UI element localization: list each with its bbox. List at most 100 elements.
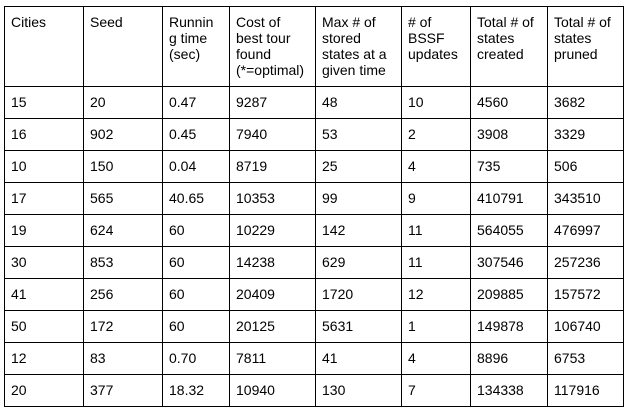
cell-total-states-pruned: 506 — [547, 150, 624, 183]
cell-seed: 853 — [83, 246, 163, 279]
cell-total-states-pruned: 6753 — [547, 342, 624, 375]
cell-seed: 20 — [83, 86, 163, 119]
cell-bssf-updates: 1 — [401, 310, 471, 343]
cell-running-time: 0.45 — [162, 118, 230, 151]
cell-cities: 12 — [4, 342, 84, 375]
cell-bssf-updates: 4 — [401, 342, 471, 375]
cell-running-time: 60 — [162, 246, 230, 279]
cell-seed: 256 — [83, 278, 163, 311]
column-header-seed: Seed — [83, 6, 163, 87]
cell-total-states-created: 209885 — [470, 278, 548, 311]
cell-total-states-pruned: 106740 — [547, 310, 624, 343]
cell-total-states-created: 410791 — [470, 182, 548, 215]
cell-total-states-created: 307546 — [470, 246, 548, 279]
cell-best-tour-cost: 8719 — [229, 150, 316, 183]
cell-cities: 50 — [4, 310, 84, 343]
column-header-line: given time — [322, 62, 386, 78]
column-header-line: best tour — [236, 30, 291, 46]
cell-best-tour-cost: 10353 — [229, 182, 316, 215]
column-header-line: Total # of — [477, 14, 534, 30]
cell-max-stored-states: 1720 — [315, 278, 402, 311]
column-header-line: Cities — [11, 14, 47, 30]
table-row: 41 256 60 20409 1720 12 209885 157572 — [4, 278, 624, 311]
column-header-line: (*=optimal) — [236, 62, 305, 78]
table-row: 15 20 0.47 9287 48 10 4560 3682 — [4, 86, 624, 119]
cell-best-tour-cost: 7940 — [229, 118, 316, 151]
cell-bssf-updates: 2 — [401, 118, 471, 151]
table-row: 10 150 0.04 8719 25 4 735 506 — [4, 150, 624, 183]
cell-best-tour-cost: 20125 — [229, 310, 316, 343]
table-header-row: Cities Seed Runnin g time (sec) Cost of best t… — [4, 6, 624, 87]
cell-total-states-created: 3908 — [470, 118, 548, 151]
column-header-line: updates — [408, 46, 458, 62]
cell-max-stored-states: 629 — [315, 246, 402, 279]
cell-total-states-created: 149878 — [470, 310, 548, 343]
column-header-line: found — [236, 46, 272, 62]
cell-max-stored-states: 25 — [315, 150, 402, 183]
cell-seed: 565 — [83, 182, 163, 215]
column-header-line: states — [477, 30, 515, 46]
column-header-best-tour-cost: Cost of best tour found (*=optimal) — [229, 6, 316, 87]
cell-cities: 41 — [4, 278, 84, 311]
cell-best-tour-cost: 7811 — [229, 342, 316, 375]
cell-running-time: 60 — [162, 214, 230, 247]
table-row: 30 853 60 14238 629 11 307546 257236 — [4, 246, 624, 279]
results-table: Cities Seed Runnin g time (sec) Cost of best t… — [4, 6, 624, 407]
cell-cities: 20 — [4, 374, 84, 407]
cell-seed: 83 — [83, 342, 163, 375]
column-header-line: pruned — [554, 46, 598, 62]
cell-best-tour-cost: 10940 — [229, 374, 316, 407]
cell-bssf-updates: 7 — [401, 374, 471, 407]
cell-running-time: 18.32 — [162, 374, 230, 407]
cell-max-stored-states: 41 — [315, 342, 402, 375]
cell-total-states-created: 8896 — [470, 342, 548, 375]
column-header-line: stored — [322, 30, 361, 46]
cell-total-states-pruned: 257236 — [547, 246, 624, 279]
column-header-line: Seed — [90, 14, 123, 30]
cell-total-states-pruned: 117916 — [547, 374, 624, 407]
cell-running-time: 60 — [162, 310, 230, 343]
cell-total-states-created: 4560 — [470, 86, 548, 119]
cell-running-time: 60 — [162, 278, 230, 311]
cell-total-states-created: 564055 — [470, 214, 548, 247]
cell-best-tour-cost: 14238 — [229, 246, 316, 279]
cell-max-stored-states: 142 — [315, 214, 402, 247]
cell-max-stored-states: 130 — [315, 374, 402, 407]
cell-max-stored-states: 99 — [315, 182, 402, 215]
column-header-line: states — [554, 30, 592, 46]
table-row: 16 902 0.45 7940 53 2 3908 3329 — [4, 118, 624, 151]
cell-cities: 10 — [4, 150, 84, 183]
column-header-line: (sec) — [169, 46, 201, 62]
cell-cities: 19 — [4, 214, 84, 247]
column-header-line: BSSF — [408, 30, 445, 46]
column-header-line: Max # of — [322, 14, 376, 30]
cell-total-states-created: 735 — [470, 150, 548, 183]
cell-cities: 30 — [4, 246, 84, 279]
cell-running-time: 0.70 — [162, 342, 230, 375]
cell-bssf-updates: 11 — [401, 214, 471, 247]
cell-total-states-pruned: 476997 — [547, 214, 624, 247]
table-row: 12 83 0.70 7811 41 4 8896 6753 — [4, 342, 624, 375]
cell-max-stored-states: 48 — [315, 86, 402, 119]
cell-total-states-created: 134338 — [470, 374, 548, 407]
cell-bssf-updates: 4 — [401, 150, 471, 183]
column-header-line: states at a — [322, 46, 387, 62]
cell-seed: 624 — [83, 214, 163, 247]
cell-total-states-pruned: 3682 — [547, 86, 624, 119]
column-header-line: Total # of — [554, 14, 611, 30]
cell-running-time: 0.04 — [162, 150, 230, 183]
cell-cities: 15 — [4, 86, 84, 119]
cell-seed: 172 — [83, 310, 163, 343]
cell-bssf-updates: 11 — [401, 246, 471, 279]
column-header-max-stored-states: Max # of stored states at a given time — [315, 6, 402, 87]
column-header-line: Cost of — [236, 14, 281, 30]
cell-total-states-pruned: 3329 — [547, 118, 624, 151]
column-header-bssf-updates: # of BSSF updates — [401, 6, 471, 87]
table-row: 19 624 60 10229 142 11 564055 476997 — [4, 214, 624, 247]
cell-bssf-updates: 9 — [401, 182, 471, 215]
column-header-total-states-pruned: Total # of states pruned — [547, 6, 624, 87]
column-header-line: # of — [408, 14, 432, 30]
cell-running-time: 40.65 — [162, 182, 230, 215]
cell-best-tour-cost: 10229 — [229, 214, 316, 247]
cell-total-states-pruned: 343510 — [547, 182, 624, 215]
